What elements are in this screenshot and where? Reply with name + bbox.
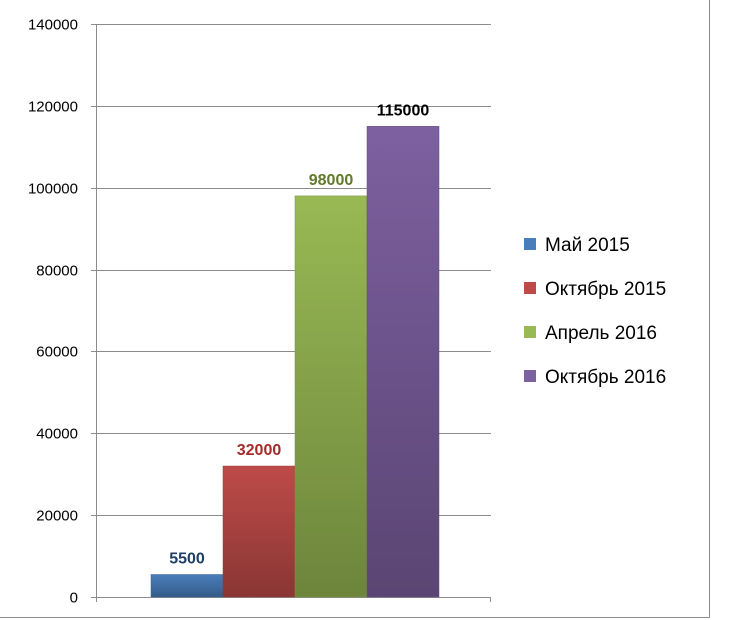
legend-swatch [524, 282, 536, 294]
data-label: 98000 [309, 172, 354, 189]
bar [366, 126, 440, 598]
legend-label: Май 2015 [545, 235, 630, 256]
y-tick-label: 60000 [36, 344, 78, 361]
legend-swatch [524, 326, 536, 338]
y-tick-label: 40000 [36, 426, 78, 443]
legend-label: Октябрь 2015 [545, 279, 666, 300]
y-tick-label: 0 [70, 590, 78, 607]
data-labels: 5500 32000 98000 115000 [169, 102, 429, 567]
legend-swatch [524, 238, 536, 250]
bar [294, 195, 368, 598]
bars [150, 126, 440, 598]
y-tick-label: 80000 [36, 263, 78, 280]
y-axis: 0 20000 40000 60000 80000 100000 120000 140000 [28, 17, 491, 607]
legend-label: Апрель 2016 [545, 323, 657, 344]
data-label: 115000 [377, 102, 430, 119]
y-tick-label: 140000 [28, 17, 78, 34]
y-tick-label: 100000 [28, 181, 78, 198]
legend-label: Октябрь 2016 [545, 367, 666, 388]
chart-frame [0, 0, 710, 618]
legend: Май 2015 Октябрь 2015 Апрель 2016 Октябрь 2… [524, 235, 666, 388]
y-tick-label: 20000 [36, 508, 78, 525]
y-tick-label: 120000 [28, 99, 78, 116]
bar [150, 574, 224, 598]
data-label: 32000 [237, 442, 282, 459]
legend-swatch [524, 370, 536, 382]
data-label: 5500 [169, 550, 205, 567]
bar [222, 465, 296, 598]
